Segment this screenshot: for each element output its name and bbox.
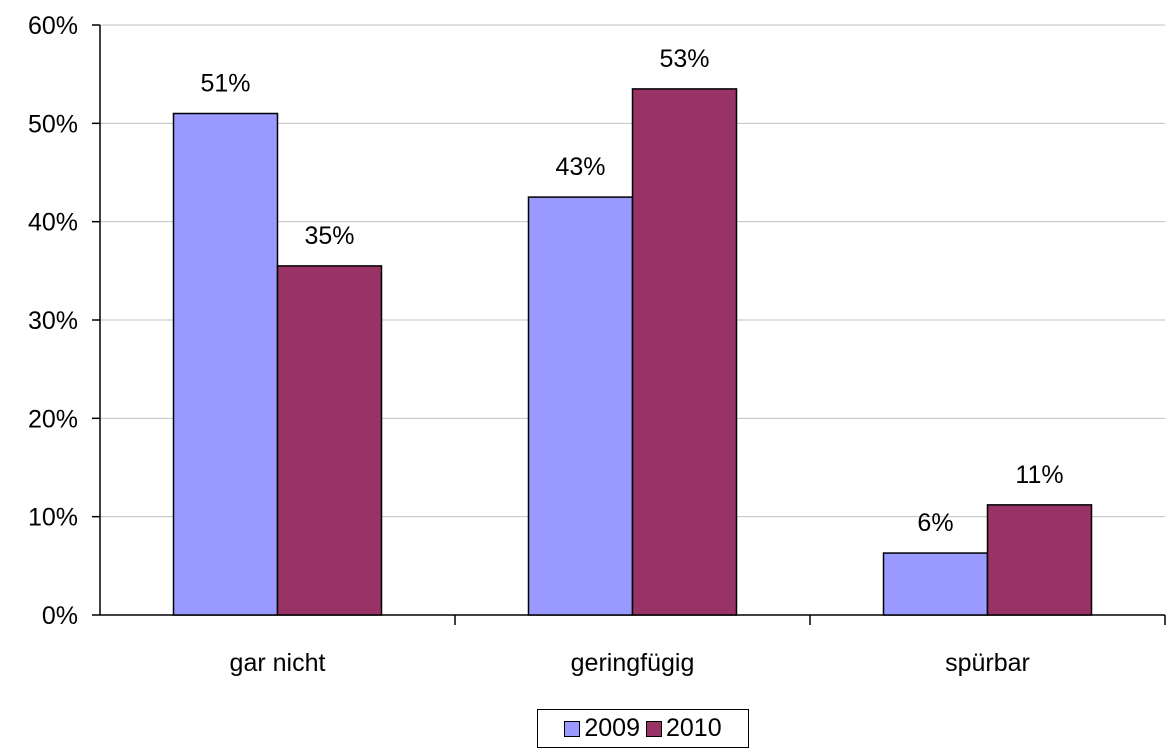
bar-2009 — [172, 112, 279, 616]
legend-item-2010: 2010 — [646, 714, 722, 743]
y-tick-label: 30% — [28, 307, 78, 335]
data-label-2010: 35% — [304, 222, 354, 250]
y-tick-label: 40% — [28, 209, 78, 237]
y-tick-label: 10% — [28, 504, 78, 532]
y-tick-label: 20% — [28, 405, 78, 433]
bar-2010 — [276, 265, 383, 616]
data-label-2009: 6% — [917, 509, 953, 537]
x-tick-label: spürbar — [945, 649, 1030, 677]
bar-2010 — [631, 88, 738, 616]
y-tick-label: 0% — [42, 602, 78, 630]
bar-2009 — [882, 552, 989, 616]
x-tick-label: geringfügig — [571, 649, 695, 677]
data-label-2010: 11% — [1015, 461, 1063, 489]
bar-2009 — [527, 196, 634, 616]
legend-swatch-2010 — [646, 720, 662, 737]
legend-item-2009: 2009 — [564, 714, 640, 743]
bar-2010 — [986, 504, 1093, 616]
legend-label-2009: 2009 — [584, 714, 640, 742]
data-label-2010: 53% — [659, 45, 709, 73]
y-tick-label: 50% — [28, 110, 78, 138]
x-tick-label: gar nicht — [230, 649, 326, 677]
data-label-2009: 43% — [555, 153, 605, 181]
data-label-2009: 51% — [200, 70, 250, 98]
legend-label-2010: 2010 — [666, 714, 722, 742]
chart-legend: 2009 2010 — [537, 709, 749, 748]
y-tick-label: 60% — [28, 12, 78, 40]
legend-swatch-2009 — [564, 720, 581, 737]
